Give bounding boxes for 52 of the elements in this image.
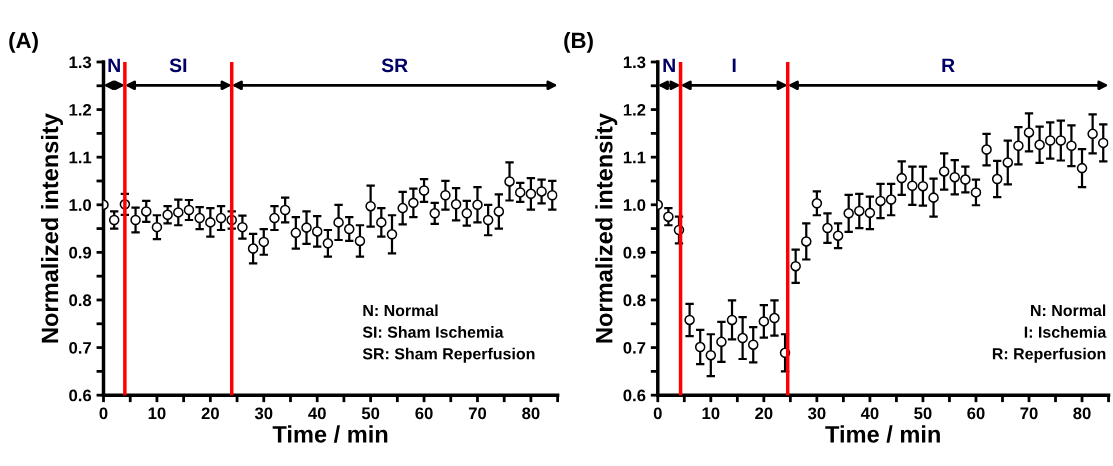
- x-tick-label: 10: [702, 407, 720, 420]
- y-tick-label: 0.7: [623, 341, 646, 354]
- y-tick-label: 1.0: [69, 199, 92, 211]
- x-axis-title: Time / min: [825, 425, 940, 443]
- x-tick-label: 60: [415, 407, 433, 420]
- y-tick-label: 0.8: [623, 294, 646, 307]
- x-tick-label: 30: [254, 407, 273, 420]
- x-tick-label: 50: [914, 407, 932, 420]
- y-tick-label: 1.1: [623, 151, 646, 164]
- chart-title: (B): [564, 31, 593, 53]
- y-tick-label: 1.3: [69, 56, 92, 69]
- x-tick-label: 20: [755, 407, 773, 420]
- annotation: I: Ischemia: [1024, 326, 1107, 338]
- annotation: I: [732, 58, 736, 72]
- x-tick-label: 30: [807, 407, 826, 420]
- y-tick-label: 0.8: [69, 294, 92, 307]
- x-tick-label: 60: [967, 407, 985, 420]
- y-tick-label: 1.3: [623, 56, 646, 69]
- y-tick-label: 0.9: [623, 246, 646, 259]
- annotation: N: [108, 58, 120, 72]
- annotation: R: [942, 58, 955, 72]
- y-tick-label: 1.0: [623, 199, 646, 211]
- y-tick-label: 1.2: [623, 103, 646, 116]
- annotation: N: Normal: [363, 304, 438, 317]
- chart-title: (A): [9, 31, 38, 53]
- annotation: SI: [169, 58, 187, 73]
- annotation: N: [663, 58, 675, 72]
- x-tick-label: 20: [201, 407, 219, 420]
- x-tick-label: 0: [653, 407, 662, 420]
- annotation: SR: Sham Reperfusion: [362, 347, 535, 363]
- annotation: N: Normal: [1031, 304, 1106, 317]
- x-tick-label: 10: [148, 407, 166, 420]
- x-axis-title: Time / min: [272, 425, 388, 443]
- x-tick-label: 70: [1020, 407, 1038, 420]
- y-axis-title: Normalized intensity: [595, 113, 618, 343]
- annotation: SI: Sham Ischemia: [362, 326, 504, 338]
- y-tick-label: 0.9: [69, 246, 92, 259]
- x-tick-label: 50: [361, 407, 380, 420]
- x-tick-label: 80: [1073, 407, 1091, 420]
- x-tick-label: 40: [860, 407, 879, 420]
- y-axis-title: Normalized intensity: [40, 113, 63, 343]
- annotation: R: Reperfusion: [992, 347, 1106, 363]
- x-tick-label: 0: [99, 407, 108, 420]
- x-tick-label: 80: [522, 407, 540, 420]
- y-tick-label: 0.6: [623, 389, 646, 402]
- annotation: SR: [381, 58, 408, 73]
- x-tick-label: 40: [308, 407, 326, 420]
- y-tick-label: 1.2: [69, 103, 92, 116]
- y-tick-label: 0.6: [69, 389, 92, 402]
- y-tick-label: 0.7: [69, 341, 91, 354]
- y-tick-label: 1.1: [69, 151, 92, 164]
- x-tick-label: 70: [468, 407, 487, 420]
